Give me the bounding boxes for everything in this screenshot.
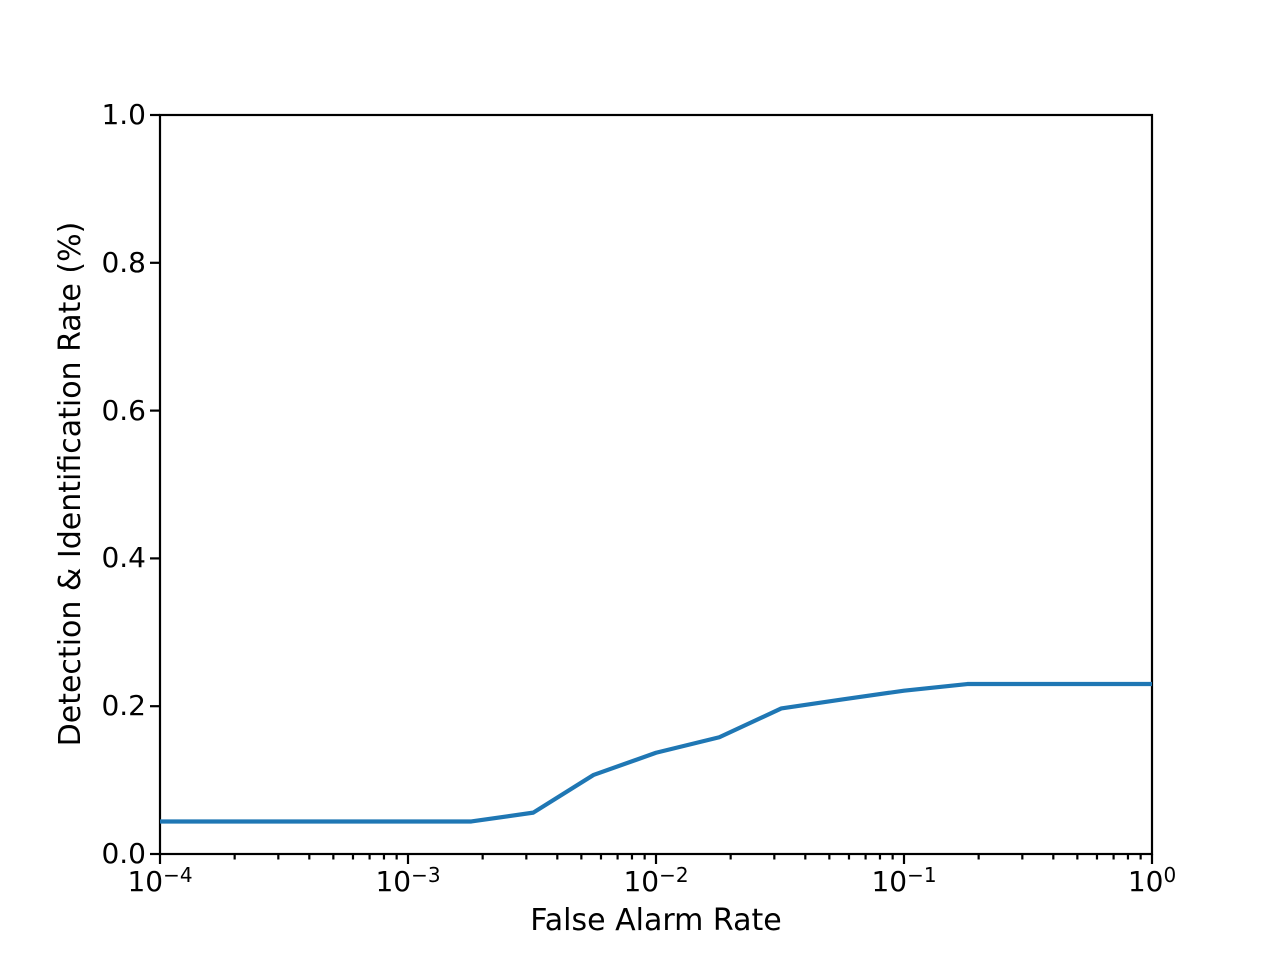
y-tick-label: 0.4 [101, 541, 146, 575]
y-axis-label: Detection & Identification Rate (%) [53, 221, 88, 747]
dir-curve-line [160, 681, 1152, 824]
y-tick-label: 0.0 [101, 837, 146, 870]
x-tick-label: 100 [1127, 863, 1177, 898]
axes-frame [158, 113, 1154, 856]
x-axis-label: False Alarm Rate [530, 903, 782, 938]
y-tick-label: 0.6 [101, 393, 146, 427]
y-tick-label: 1.0 [101, 98, 146, 131]
x-tick-label: 10−4 [127, 863, 193, 898]
y-tick-label: 0.8 [101, 245, 146, 279]
y-tick-label: 0.2 [101, 689, 146, 723]
x-tick-label: 10−3 [375, 863, 441, 898]
x-tick-label: 10−1 [871, 863, 937, 898]
x-tick-label: 10−2 [623, 863, 689, 898]
